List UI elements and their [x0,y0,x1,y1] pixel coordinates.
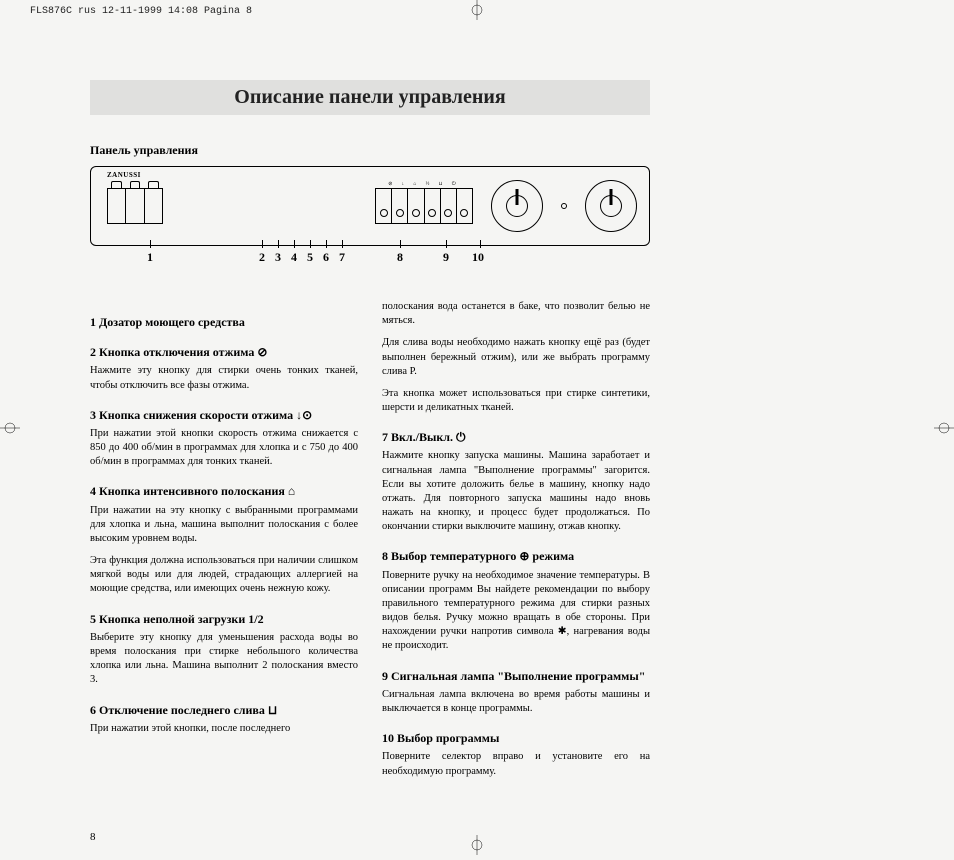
section-5-heading: 5 Кнопка неполной загрузки 1/2 [90,611,358,627]
section-6-cont-a: полоскания вода останется в баке, что по… [382,300,650,328]
page-title: Описание панели управления [90,80,650,115]
section-5-text: Выберите эту кнопку для уменьшения расхо… [90,631,358,688]
section-6-cont-c: Эта кнопка может использоваться при стир… [382,387,650,415]
section-9-heading: 9 Сигнальная лампа "Выполнение программы… [382,668,650,684]
crop-mark-left [0,418,20,438]
section-8-heading: 8 Выбор температурного ⊕ режима [382,548,650,564]
button-block-icon [375,188,473,224]
indicator-lamp-icon [561,203,567,209]
section-1-heading: 1 Дозатор моющего средства [90,314,358,330]
control-panel-diagram: ZANUSSI ⊘ ↓ ⌂ ½ ⊔ ⏻ [90,166,650,246]
program-knob-icon [585,180,637,232]
detergent-dispenser-icon [107,188,163,224]
section-6-heading: 6 Отключение последнего слива ⊔ [90,702,358,718]
section-2-heading: 2 Кнопка отключения отжима ⊘ [90,344,358,360]
section-4-text-a: При нажатии на эту кнопку с выбранными п… [90,504,358,547]
section-9-text: Сигнальная лампа включена во время работ… [382,688,650,716]
section-4-text-b: Эта функция должна использоваться при на… [90,554,358,597]
text-columns: 1 Дозатор моющего средства 2 Кнопка откл… [90,300,650,787]
section-3-text: При нажатии этой кнопки скорость отжима … [90,427,358,470]
button-symbols-row: ⊘ ↓ ⌂ ½ ⊔ ⏻ [375,181,473,187]
section-4-heading: 4 Кнопка интенсивного полоскания ⌂ [90,483,358,499]
section-10-heading: 10 Выбор программы [382,730,650,746]
section-2-text: Нажмите эту кнопку для стирки очень тонк… [90,364,358,392]
section-10-text: Поверните селектор вправо и установите е… [382,750,650,778]
section-8-text: Поверните ручку на необходимое значение … [382,569,650,654]
section-7-heading: 7 Вкл./Выкл. ⏻ [382,429,650,445]
panel-section-label: Панель управления [90,143,650,158]
section-6-cont-b: Для слива воды необходимо нажать кнопку … [382,336,650,379]
section-6-text: При нажатии этой кнопки, после последнег… [90,722,358,736]
section-3-heading: 3 Кнопка снижения скорости отжима ↓⊙ [90,407,358,423]
print-meta: FLS876C rus 12-11-1999 14:08 Pagina 8 [30,6,252,17]
column-right: полоскания вода останется в баке, что по… [382,300,650,787]
temperature-knob-icon [491,180,543,232]
diagram-number-row: 1 2 3 4 5 6 7 8 9 10 [90,250,650,272]
column-left: 1 Дозатор моющего средства 2 Кнопка откл… [90,300,358,787]
page-number: 8 [90,831,96,843]
crop-mark-right [934,418,954,438]
section-7-text: Нажмите кнопку запуска машины. Машина за… [382,449,650,534]
brand-label: ZANUSSI [107,171,141,179]
crop-mark-bottom [467,835,487,855]
crop-mark-top [467,0,487,20]
page-body: Описание панели управления Панель управл… [90,80,650,787]
